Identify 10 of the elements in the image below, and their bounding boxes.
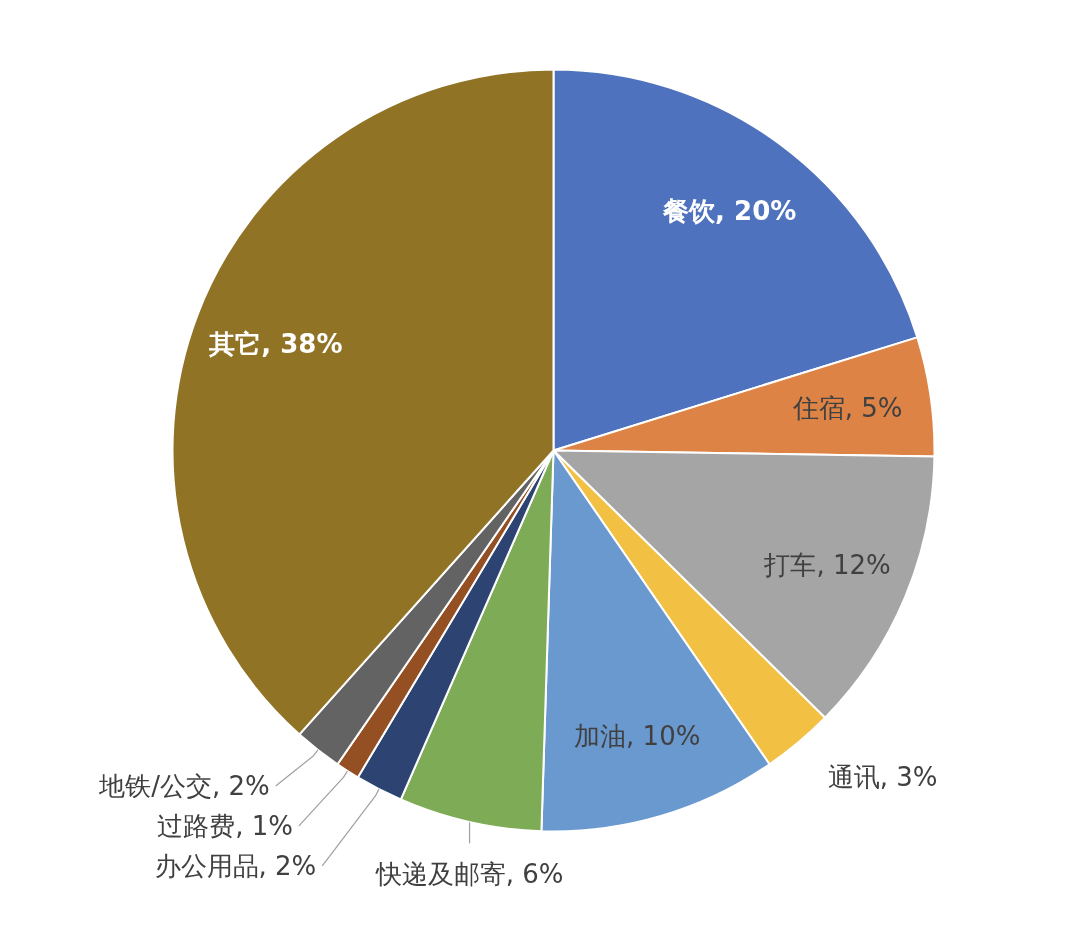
slice-label: 住宿, 5% bbox=[791, 393, 903, 424]
slice-label: 过路费, 1% bbox=[157, 810, 293, 841]
slice-label: 地铁/公交, 2% bbox=[98, 770, 270, 801]
slice-label: 加油, 10% bbox=[574, 720, 701, 751]
slice-label: 快递及邮寄, 6% bbox=[374, 859, 564, 890]
slice-label: 打车, 12% bbox=[763, 550, 891, 581]
slice-label: 办公用品, 2% bbox=[154, 850, 317, 881]
slice-label: 餐饮, 20% bbox=[662, 196, 797, 227]
slice-label: 通讯, 3% bbox=[827, 762, 938, 793]
slice-label: 其它, 38% bbox=[208, 329, 343, 360]
